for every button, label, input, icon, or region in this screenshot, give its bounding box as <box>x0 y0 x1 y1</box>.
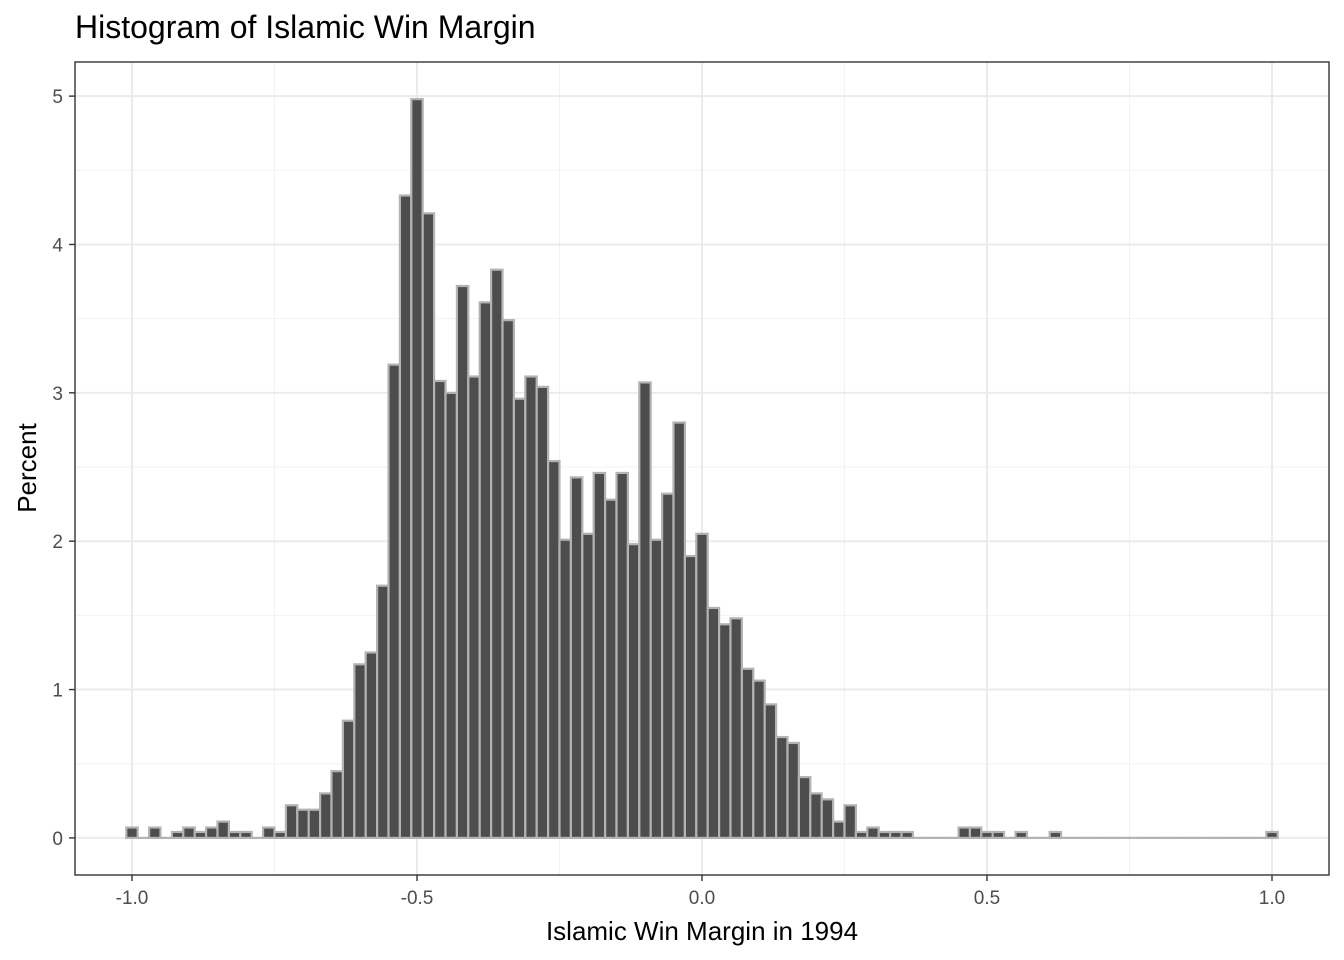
histogram-bar <box>478 301 493 840</box>
histogram-bar <box>227 830 242 840</box>
histogram-bar <box>444 391 458 840</box>
histogram-bar <box>649 538 664 840</box>
histogram-bar <box>854 830 869 840</box>
x-axis: -1.0 -0.5 0.0 0.5 1.0 <box>116 875 1285 909</box>
histogram-bar <box>900 830 914 840</box>
histogram-bar <box>717 623 732 840</box>
y-tick-label: 2 <box>52 532 63 553</box>
histogram-bar <box>319 792 333 840</box>
histogram-bar <box>763 703 778 840</box>
histogram-bar <box>1265 830 1279 840</box>
histogram-bar <box>239 830 253 840</box>
histogram-bar <box>284 804 299 840</box>
histogram-bar <box>638 381 652 840</box>
histogram-bar <box>786 741 800 840</box>
histogram-bar <box>148 826 162 840</box>
histogram-bar <box>170 830 185 840</box>
histogram-bar <box>535 385 550 840</box>
histogram-bar <box>558 538 572 840</box>
histogram-bar <box>820 798 835 840</box>
histogram-bar <box>341 719 356 840</box>
histogram-bar <box>660 492 675 840</box>
histogram-bar <box>706 606 721 840</box>
histogram-bar <box>980 830 994 840</box>
histogram-bar <box>740 667 755 840</box>
histogram-bar <box>1048 830 1063 840</box>
histogram-bar <box>592 471 607 840</box>
histogram-bar <box>729 617 743 840</box>
histogram-bar <box>672 421 686 840</box>
y-tick-label: 3 <box>52 384 63 405</box>
histogram-bar <box>888 830 903 840</box>
histogram-bar <box>991 830 1006 840</box>
histogram-bar <box>307 808 322 840</box>
histogram-bar <box>1014 830 1028 840</box>
histogram-bar <box>490 268 504 840</box>
y-axis: 0 1 2 3 4 5 <box>52 87 75 850</box>
histogram-bar <box>125 826 139 840</box>
y-tick-label: 5 <box>52 87 63 108</box>
histogram-bar <box>353 663 367 840</box>
histogram-bar <box>831 820 846 840</box>
histogram-bar <box>626 543 641 840</box>
histogram-bar <box>205 826 219 840</box>
histogram-bar <box>364 651 379 840</box>
histogram-bar <box>387 363 401 840</box>
histogram-bar <box>968 826 983 840</box>
histogram-bar <box>683 554 698 840</box>
histogram-bar <box>501 319 515 840</box>
x-tick-label: -0.5 <box>401 888 434 909</box>
chart-title: Histogram of Islamic Win Margin <box>75 9 536 45</box>
histogram-bar <box>524 375 538 840</box>
x-tick-label: 0.0 <box>689 888 715 909</box>
y-tick-label: 4 <box>52 235 63 256</box>
histogram-bar <box>774 735 789 840</box>
histogram-bar <box>455 284 470 840</box>
histogram-bar <box>296 808 310 840</box>
histogram-bar <box>193 830 208 840</box>
histogram-bar <box>866 826 880 840</box>
histogram-bar <box>797 775 812 840</box>
histogram-bar <box>273 830 287 840</box>
histogram-bar <box>603 498 618 840</box>
histogram-bar <box>421 212 436 840</box>
x-tick-label: 0.5 <box>974 888 1000 909</box>
histogram-bar <box>843 804 857 840</box>
histogram-bar <box>581 532 595 840</box>
y-tick-label: 0 <box>52 829 63 850</box>
x-axis-title: Islamic Win Margin in 1994 <box>546 916 858 946</box>
y-axis-title: Percent <box>12 422 42 512</box>
histogram-bar <box>569 476 584 840</box>
x-tick-label: -1.0 <box>116 888 149 909</box>
histogram-bar <box>467 375 481 840</box>
histogram-bar <box>957 826 971 840</box>
histogram-bar <box>615 471 629 840</box>
y-tick-label: 1 <box>52 681 63 702</box>
x-tick-label: 1.0 <box>1259 888 1285 909</box>
histogram-bar <box>546 459 561 840</box>
histogram-bar <box>752 679 766 840</box>
histogram-bar <box>216 820 230 840</box>
histogram-bars <box>125 97 1279 840</box>
histogram-bar <box>182 826 196 840</box>
histogram-bar <box>262 826 276 840</box>
histogram-bar <box>330 770 344 840</box>
histogram-bar <box>376 584 390 840</box>
histogram-bar <box>410 97 424 840</box>
histogram-bar <box>433 379 447 840</box>
histogram-bar <box>512 397 527 840</box>
histogram-bar <box>695 532 709 840</box>
histogram-bar <box>809 792 823 840</box>
histogram-bar <box>877 830 892 840</box>
histogram-bar <box>398 194 413 840</box>
